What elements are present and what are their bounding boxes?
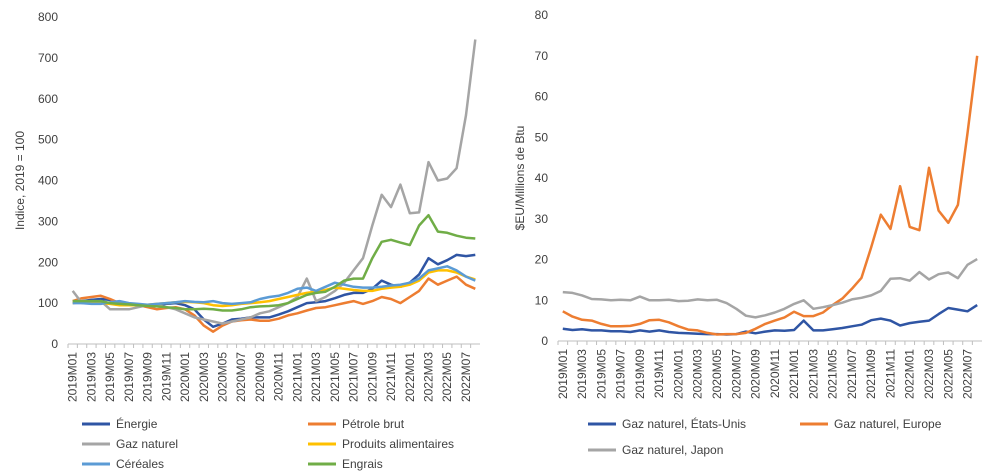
legend-label: Engrais <box>342 457 383 471</box>
x-tick-label: 2022M01 <box>403 352 417 402</box>
y-tick-label: 700 <box>38 51 58 65</box>
y-tick-label: 500 <box>38 133 58 147</box>
x-tick-label: 2020M11 <box>768 349 782 398</box>
legend-label: Produits alimentaires <box>342 437 454 451</box>
x-tick-label: 2021M03 <box>806 349 820 399</box>
x-tick-label: 2020M01 <box>671 349 685 399</box>
x-tick-label: 2019M09 <box>633 349 647 399</box>
x-tick-label: 2020M05 <box>216 352 230 402</box>
y-tick-label: 200 <box>38 255 58 269</box>
x-tick-label: 2022M07 <box>459 352 473 402</box>
series-line <box>72 265 476 307</box>
y-tick-label: 300 <box>38 214 58 228</box>
y-tick-label: 0 <box>541 334 548 348</box>
y-tick-label: 70 <box>535 49 549 63</box>
y-axis-label: $EU/Millions de Btu <box>513 126 527 231</box>
x-tick-label: 2020M05 <box>710 349 724 399</box>
x-tick-label: 2019M03 <box>84 352 98 402</box>
x-tick-label: 2019M03 <box>575 349 589 399</box>
x-tick-label: 2022M07 <box>961 349 975 399</box>
x-tick-label: 2021M01 <box>290 352 304 402</box>
x-tick-label: 2022M01 <box>903 349 917 399</box>
x-tick-label: 2019M07 <box>614 349 628 399</box>
x-tick-label: 2021M07 <box>845 349 859 399</box>
series-line <box>72 269 476 308</box>
legend-label: Céréales <box>116 457 164 471</box>
x-tick-label: 2019M01 <box>66 352 80 402</box>
legend-label: Gaz naturel, Japon <box>622 443 723 457</box>
x-tick-label: 2021M01 <box>787 349 801 399</box>
x-tick-label: 2019M05 <box>103 352 117 402</box>
x-tick-label: 2021M11 <box>384 352 398 401</box>
x-tick-label: 2021M03 <box>309 352 323 402</box>
y-tick-label: 20 <box>535 253 549 267</box>
legend-label: Gaz naturel <box>116 437 178 451</box>
x-tick-label: 2020M09 <box>253 352 267 402</box>
x-tick-label: 2021M05 <box>826 349 840 399</box>
legend-label: Gaz naturel, Europe <box>834 417 942 431</box>
x-tick-label: 2019M05 <box>594 349 608 399</box>
series-line <box>71 39 477 325</box>
y-tick-label: 30 <box>535 212 549 226</box>
x-tick-label: 2019M09 <box>141 352 155 402</box>
y-tick-label: 400 <box>38 174 58 188</box>
legend-label: Énergie <box>116 416 158 431</box>
y-axis-label: Indice, 2019 = 100 <box>13 131 27 230</box>
x-tick-label: 2019M07 <box>122 352 136 402</box>
x-tick-label: 2021M07 <box>347 352 361 402</box>
x-tick-label: 2019M11 <box>652 349 666 398</box>
y-tick-label: 10 <box>535 293 549 307</box>
x-tick-label: 2021M09 <box>365 352 379 402</box>
series-line <box>72 213 476 312</box>
legend-label: Pétrole brut <box>342 417 405 431</box>
x-tick-label: 2021M09 <box>864 349 878 399</box>
x-tick-label: 2020M07 <box>234 352 248 402</box>
x-tick-label: 2020M03 <box>197 352 211 402</box>
x-tick-label: 2022M05 <box>440 352 454 402</box>
y-tick-label: 60 <box>535 90 549 104</box>
series-line <box>562 55 979 336</box>
series-line <box>72 253 476 329</box>
x-tick-label: 2020M03 <box>691 349 705 399</box>
y-tick-label: 0 <box>51 337 58 351</box>
x-tick-label: 2022M03 <box>922 349 936 399</box>
x-tick-label: 2022M05 <box>941 349 955 399</box>
y-tick-label: 50 <box>535 130 549 144</box>
x-tick-label: 2020M09 <box>749 349 763 399</box>
x-tick-label: 2020M11 <box>272 352 286 401</box>
x-tick-label: 2019M11 <box>159 352 173 401</box>
legend-label: Gaz naturel, États-Unis <box>622 416 746 431</box>
series-line <box>562 258 978 319</box>
x-tick-label: 2022M03 <box>422 352 436 402</box>
y-tick-label: 40 <box>535 171 549 185</box>
x-tick-label: 2021M11 <box>883 349 897 398</box>
y-tick-label: 800 <box>38 10 58 24</box>
x-tick-label: 2021M05 <box>328 352 342 402</box>
series-line <box>562 304 978 336</box>
x-tick-label: 2020M01 <box>178 352 192 402</box>
y-tick-label: 100 <box>38 296 58 310</box>
y-tick-label: 600 <box>38 92 58 106</box>
x-tick-label: 2020M07 <box>729 349 743 399</box>
y-tick-label: 80 <box>535 8 549 22</box>
x-tick-label: 2019M01 <box>556 349 570 399</box>
